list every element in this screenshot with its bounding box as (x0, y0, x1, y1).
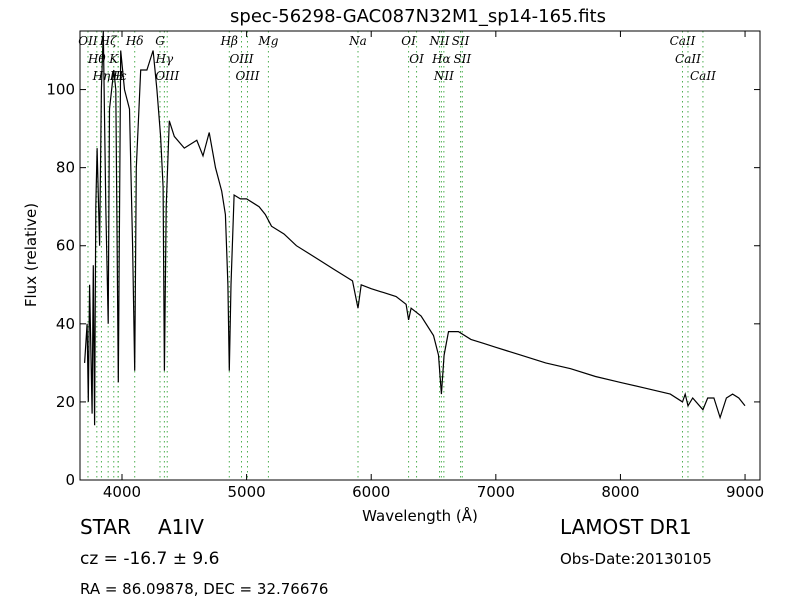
spectral-line-label: K (108, 52, 119, 66)
coordinates: RA = 86.09878, DEC = 32.76676 (80, 580, 328, 598)
spectral-line-label: Hα (431, 52, 451, 66)
spectral-line-label: Hγ (155, 52, 174, 66)
y-tick-label: 0 (65, 471, 75, 489)
spectral-line-label: NII (433, 69, 454, 83)
y-tick-label: 60 (56, 237, 75, 255)
spectral-line-label: SII (452, 34, 470, 48)
y-tick-label: 80 (56, 159, 75, 177)
x-tick-label: 7000 (477, 483, 515, 501)
spectral-line-label: NII (429, 34, 450, 48)
spectral-line-label: OI (409, 52, 424, 66)
spectral-line-label: G (155, 34, 165, 48)
y-axis-label: Flux (relative) (22, 203, 40, 307)
spectral-line-label: CaII (670, 34, 696, 48)
spectral-line-label: OIII (235, 69, 259, 83)
survey: LAMOST DR1 (560, 515, 692, 539)
spectral-line-label: Hβ (220, 34, 238, 48)
spectral-line-label: Hδ (125, 34, 144, 48)
spectral-line-label: Mg (257, 34, 278, 48)
spectral-line-label: CaII (675, 52, 701, 66)
spectrum-line (84, 30, 746, 426)
y-tick-label: 20 (56, 393, 75, 411)
y-tick-label: 40 (56, 315, 75, 333)
spectral-line-label: Na (348, 34, 367, 48)
spectral-line-label: OI (401, 34, 416, 48)
x-axis-label: Wavelength (Å) (362, 506, 478, 525)
spectral-line-label: SII (453, 52, 471, 66)
spectral-line-label: OII (78, 34, 98, 48)
plot-frame (79, 30, 761, 481)
x-tick-label: 6000 (352, 483, 390, 501)
object-class: STAR (80, 515, 131, 539)
object-subclass: A1IV (158, 515, 204, 539)
x-tick-label: 8000 (601, 483, 639, 501)
x-tick-label: 5000 (228, 483, 266, 501)
x-tick-label: 4000 (103, 483, 141, 501)
redshift: cz = -16.7 ± 9.6 (80, 549, 219, 569)
spectral-line-label: OIII (155, 69, 179, 83)
obs-date: Obs-Date:20130105 (560, 550, 712, 568)
spectral-line-label: Hζ (99, 34, 118, 48)
spectral-line-label: OIII (229, 52, 253, 66)
spectral-line-label: CaII (690, 69, 716, 83)
chart-title: spec-56298-GAC087N32M1_sp14-165.fits (230, 6, 606, 27)
x-tick-label: 9000 (726, 483, 764, 501)
y-tick-label: 100 (46, 81, 75, 99)
